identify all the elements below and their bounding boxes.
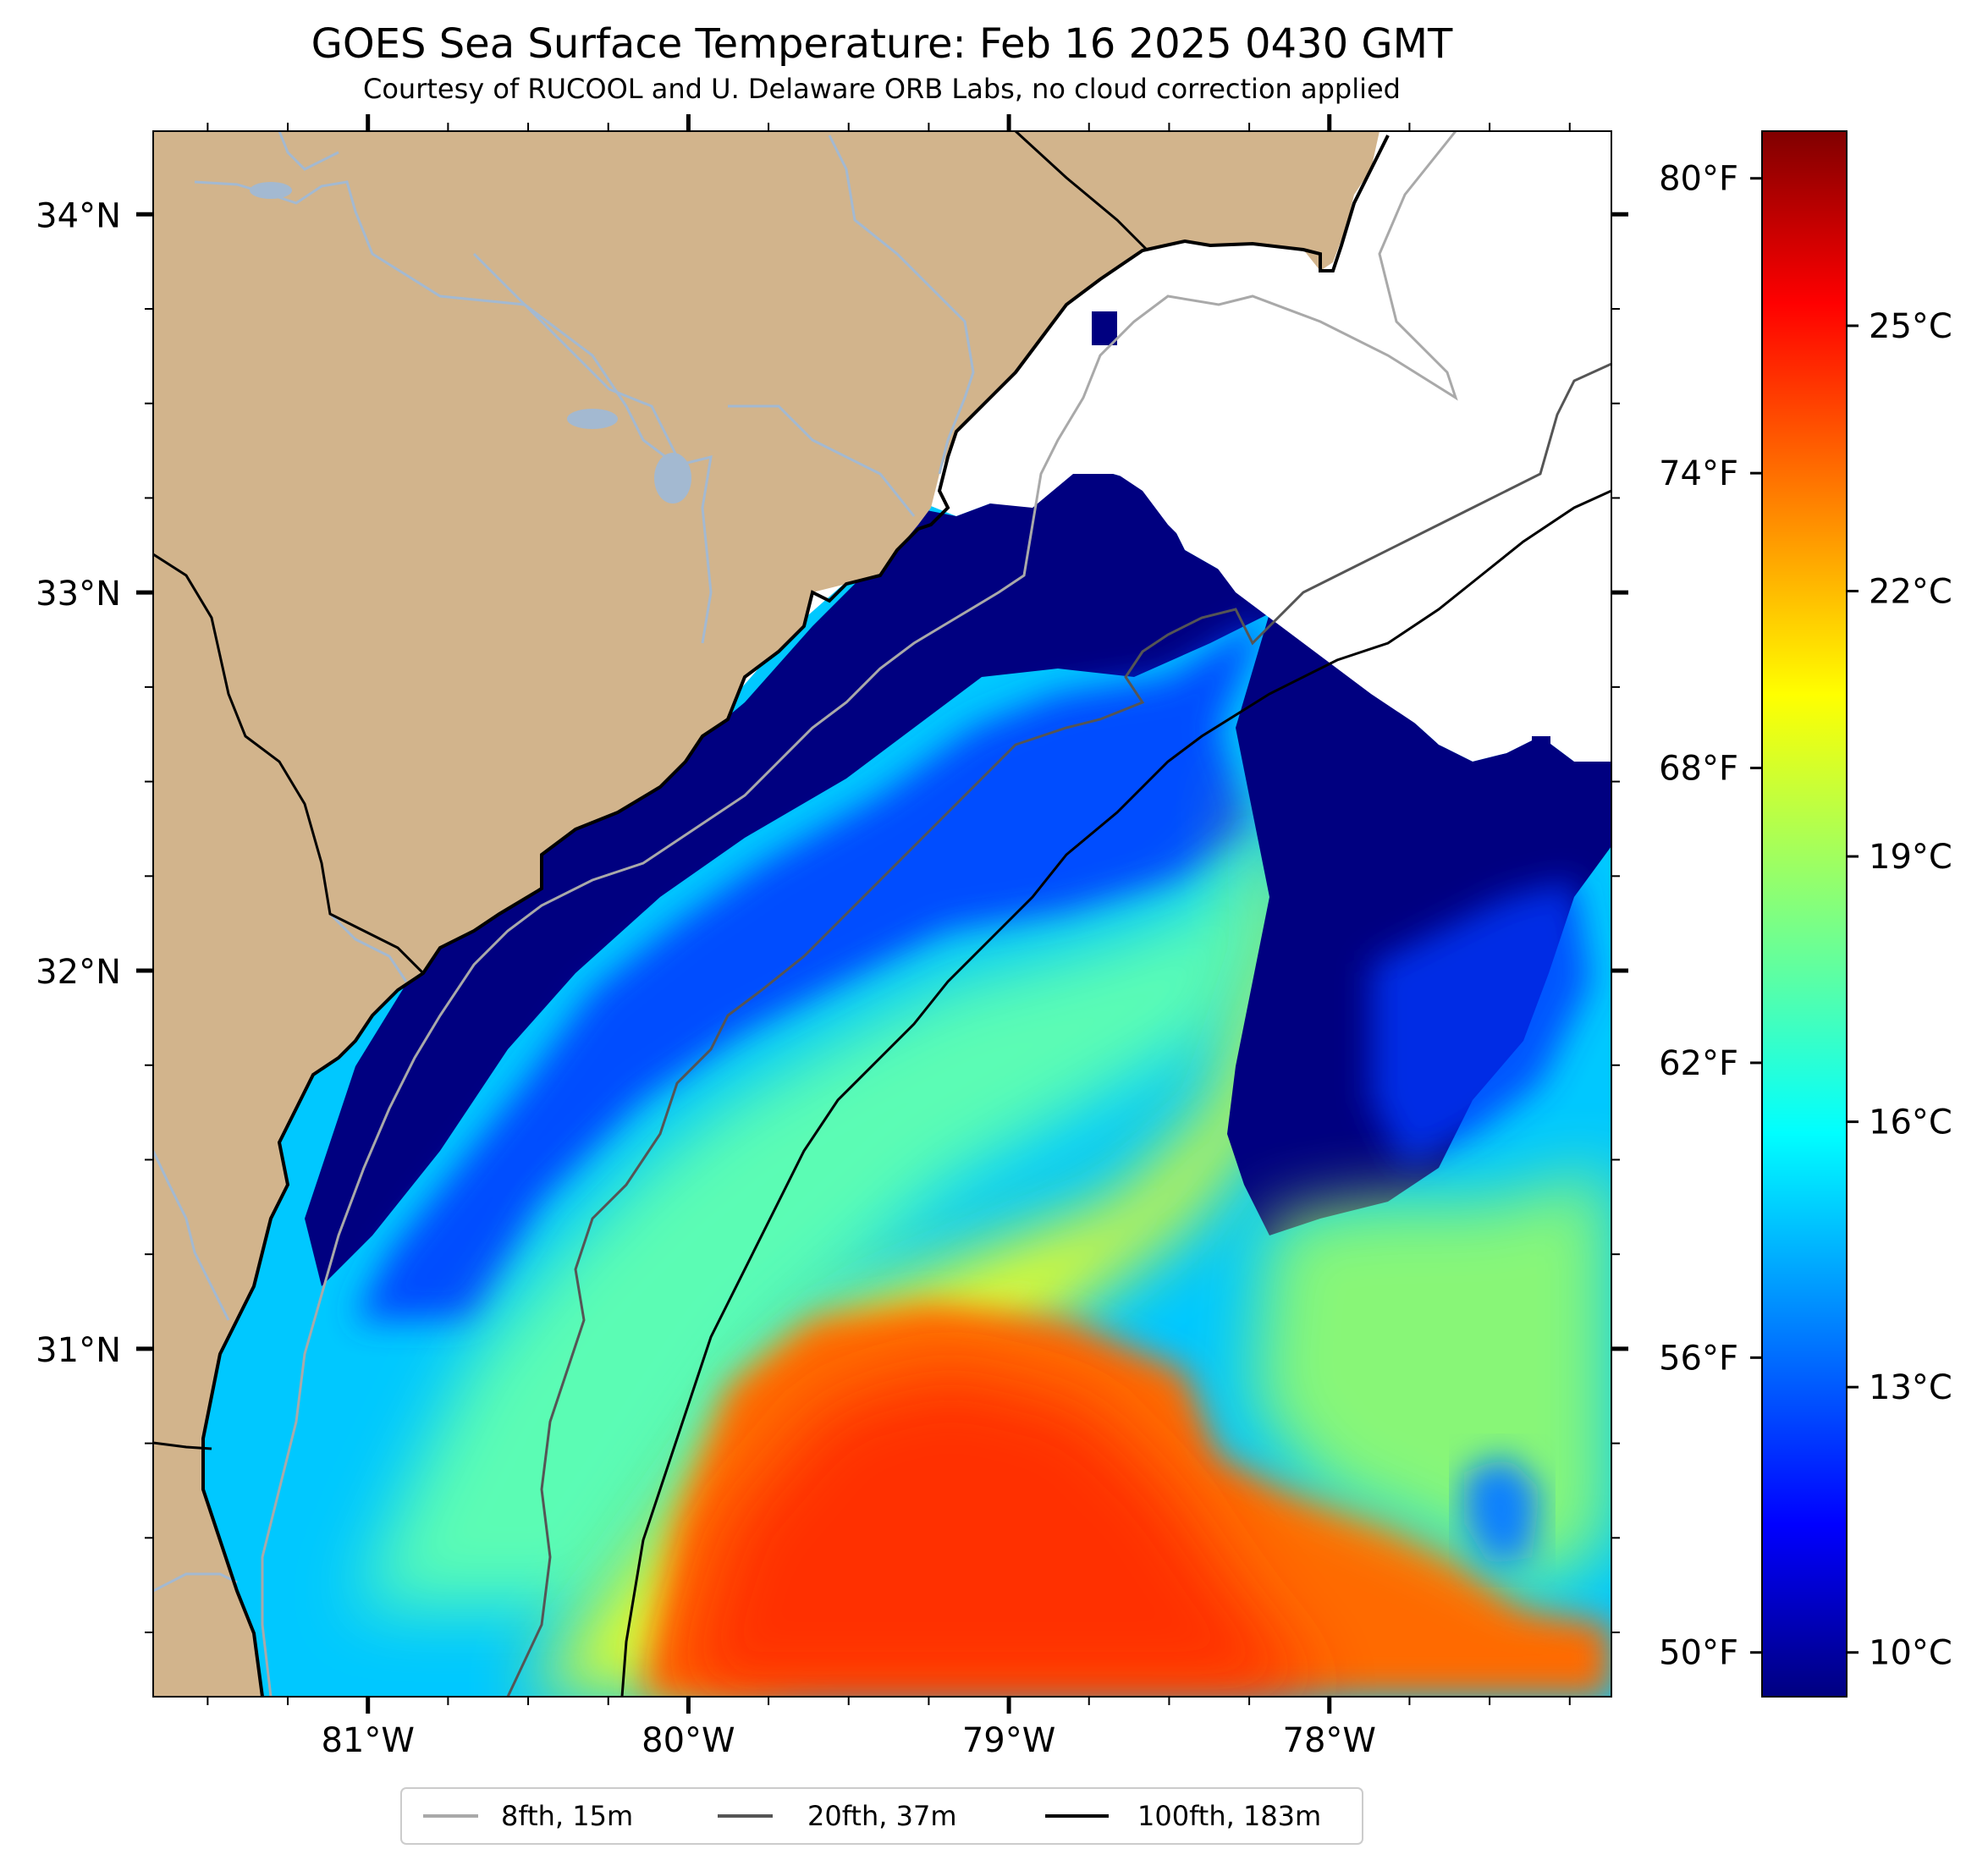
longitude-axis: 81°W 80°W 79°W 78°W: [207, 114, 1571, 1760]
sst-eastern-cold-pool: [1227, 614, 1611, 1235]
latitude-axis: 34°N 33°N 32°N 31°N: [36, 196, 1628, 1634]
river-1: [194, 180, 713, 644]
lon-tick-label: 81°W: [321, 1721, 414, 1760]
colorbar-c-label: 10°C: [1869, 1634, 1952, 1673]
map-panel: [153, 131, 1611, 1697]
lat-tick-label: 34°N: [36, 196, 121, 235]
river-4: [828, 135, 975, 475]
chart-subtitle: Courtesy of RUCOOL and U. Delaware ORB L…: [363, 73, 1401, 105]
colorbar-celsius-ticks: 25°C 22°C 19°C 16°C 13°C 10°C: [1847, 307, 1952, 1673]
isobath-20fth-37m: [506, 362, 1611, 1697]
river-3: [472, 252, 679, 458]
legend-box: [400, 1787, 1363, 1845]
colorbar-c-label: 16°C: [1869, 1103, 1952, 1142]
land: [153, 131, 1379, 1697]
colorbar: 80°F 74°F 68°F 62°F 56°F 50°F 25°C 22°C 19°C 16°…: [1659, 130, 1952, 1698]
isobath-8fth-15m: [261, 131, 1458, 1697]
lon-tick-label: 80°W: [642, 1721, 735, 1760]
state-border-sc-nc: [1014, 131, 1148, 251]
colorbar-f-label: 50°F: [1659, 1634, 1738, 1673]
lake-moultrie: [567, 409, 618, 429]
sst-blue-eddy: [1464, 1456, 1540, 1566]
colorbar-c-label: 19°C: [1869, 838, 1952, 877]
sst-blue-inshore: [355, 614, 1269, 1320]
river-2: [278, 131, 339, 171]
sst-gulf-stream-core: [677, 1371, 1320, 1697]
sst-field: [153, 311, 1611, 1697]
colorbar-f-label: 62°F: [1659, 1044, 1738, 1083]
cold-fleck-east: [1532, 736, 1550, 758]
colorbar-scale: [1761, 130, 1848, 1698]
lon-tick-label: 78°W: [1283, 1721, 1376, 1760]
legend-label-20fth: 20fth, 37m: [807, 1800, 956, 1832]
isobath-100fth-183m: [620, 489, 1611, 1697]
state-border-ga-fl: [153, 1441, 212, 1450]
legend-label-8fth: 8fth, 15m: [501, 1800, 633, 1832]
legend-label-100fth: 100fth, 183m: [1137, 1800, 1321, 1832]
colorbar-c-label: 25°C: [1869, 307, 1952, 346]
sst-mid-shelf: [355, 728, 1269, 1608]
colorbar-c-label: 13°C: [1869, 1368, 1952, 1407]
chart-title: GOES Sea Surface Temperature: Feb 16 202…: [311, 20, 1453, 68]
coastline: [201, 135, 1390, 1697]
lat-tick-label: 33°N: [36, 575, 121, 614]
river-8: [328, 912, 408, 982]
sst-cold-coastal-band: [305, 465, 1269, 1286]
sst-eastern-blue-patch: [1371, 880, 1591, 1168]
map-frame: [152, 130, 1612, 1698]
colorbar-c-label: 22°C: [1869, 573, 1952, 612]
lake-north: [250, 182, 292, 199]
river-6: [153, 1150, 230, 1321]
colorbar-f-label: 74°F: [1659, 454, 1738, 493]
rivers: [153, 131, 975, 1593]
isobath-legend: 8fth, 15m 20fth, 37m 100fth, 183m: [400, 1787, 1363, 1845]
cold-fleck-north: [1092, 311, 1117, 345]
colorbar-f-label: 56°F: [1659, 1339, 1738, 1378]
colorbar-f-label: 80°F: [1659, 160, 1738, 199]
state-border-sc-ga: [153, 553, 425, 975]
lon-tick-label: 79°W: [962, 1721, 1055, 1760]
lat-tick-label: 32°N: [36, 953, 121, 992]
colorbar-fahrenheit-ticks: 80°F 74°F 68°F 62°F 56°F 50°F: [1659, 160, 1762, 1673]
lat-tick-label: 31°N: [36, 1331, 121, 1370]
cloud-mask-north: [948, 389, 1611, 762]
colorbar-f-label: 68°F: [1659, 750, 1738, 789]
lake-marion: [654, 453, 691, 504]
river-5: [728, 404, 916, 517]
river-7: [153, 1572, 238, 1593]
